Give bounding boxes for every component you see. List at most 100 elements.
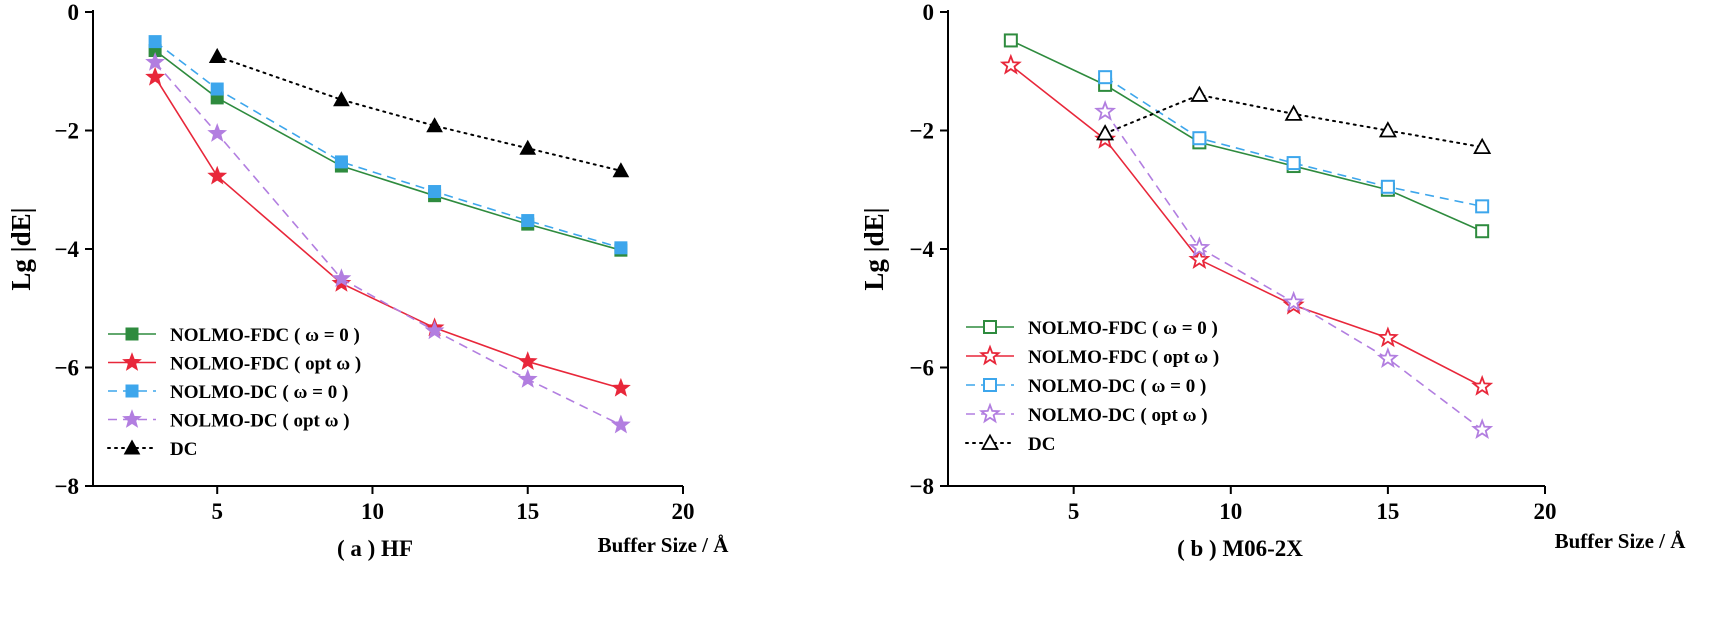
data-point xyxy=(521,214,535,228)
data-point xyxy=(610,414,631,434)
data-point xyxy=(999,53,1022,75)
legend-entry: DC xyxy=(965,433,1055,455)
data-point xyxy=(428,185,442,199)
legend-marker-swatch xyxy=(979,402,1001,424)
legend-label: NOLMO-FDC ( opt ω ) xyxy=(170,354,361,375)
legend-entry: NOLMO-DC ( opt ω ) xyxy=(966,402,1208,426)
series-line xyxy=(154,40,622,249)
series-line xyxy=(1104,76,1483,208)
data-point xyxy=(1475,199,1490,214)
legend-entry: DC xyxy=(107,439,197,460)
y-tick-label: −4 xyxy=(909,237,934,262)
data-point xyxy=(1096,124,1115,141)
data-point xyxy=(334,155,348,169)
legend-marker-swatch xyxy=(983,320,997,334)
legend-entry: NOLMO-DC ( ω = 0 ) xyxy=(108,382,348,403)
x-tick-label: 20 xyxy=(672,499,695,524)
legend-label: NOLMO-DC ( opt ω ) xyxy=(1028,405,1208,426)
y-tick-label: −2 xyxy=(54,119,79,144)
legend-marker-swatch xyxy=(125,384,139,398)
data-point xyxy=(1286,156,1301,171)
y-tick-label: −6 xyxy=(909,356,934,381)
legend-label: NOLMO-DC ( ω = 0 ) xyxy=(1028,376,1206,397)
legend-label: NOLMO-FDC ( ω = 0 ) xyxy=(1028,318,1218,339)
y-tick-label: −2 xyxy=(909,119,934,144)
legend-label: NOLMO-FDC ( ω = 0 ) xyxy=(170,325,360,346)
legend-label: NOLMO-DC ( opt ω ) xyxy=(170,411,350,432)
data-point xyxy=(519,139,537,155)
legend-label: DC xyxy=(170,439,197,460)
series-line xyxy=(1010,64,1483,388)
data-point xyxy=(1284,104,1303,121)
legend: NOLMO-FDC ( ω = 0 ) NOLMO-FDC ( opt ω ) NO… xyxy=(965,318,1219,455)
data-point xyxy=(517,351,538,371)
series-5 xyxy=(1096,85,1492,154)
series-line xyxy=(1010,39,1483,232)
legend-marker-swatch xyxy=(980,433,1000,450)
series-5 xyxy=(208,47,630,178)
x-tick-label: 10 xyxy=(361,499,384,524)
legend-entry: NOLMO-FDC ( ω = 0 ) xyxy=(108,325,360,346)
legend-entry: NOLMO-DC ( opt ω ) xyxy=(108,409,350,432)
y-tick-label: −4 xyxy=(54,237,79,262)
series-line xyxy=(154,49,622,251)
series-line xyxy=(216,55,622,172)
legend-marker-swatch xyxy=(122,409,142,428)
data-point xyxy=(145,51,166,71)
legend-marker-swatch xyxy=(983,378,997,392)
series-line xyxy=(1104,93,1484,149)
data-point xyxy=(517,368,538,388)
data-point xyxy=(145,66,166,86)
legend-entry: NOLMO-DC ( ω = 0 ) xyxy=(966,376,1206,397)
series-4 xyxy=(145,51,631,434)
data-point xyxy=(148,35,162,49)
data-point xyxy=(1376,347,1399,368)
data-point xyxy=(207,123,228,142)
data-point xyxy=(1282,290,1305,312)
legend-entry: NOLMO-FDC ( ω = 0 ) xyxy=(966,318,1218,339)
x-tick-label: 5 xyxy=(211,499,223,524)
data-point xyxy=(331,268,352,288)
y-axis-title: Lg |dE| xyxy=(6,207,36,290)
x-tick-label: 20 xyxy=(1534,499,1557,524)
data-point xyxy=(1475,224,1490,239)
data-point xyxy=(210,82,224,96)
series-line xyxy=(154,76,622,390)
series-2 xyxy=(999,53,1494,396)
panel-caption: ( a ) HF xyxy=(337,536,413,561)
y-tick-label: −8 xyxy=(909,474,934,499)
x-tick-label: 10 xyxy=(1219,499,1242,524)
series-1 xyxy=(148,44,628,257)
y-tick-label: −6 xyxy=(54,356,79,381)
data-point xyxy=(1473,137,1492,154)
data-point xyxy=(1098,70,1113,85)
data-point xyxy=(1094,99,1117,121)
series-3 xyxy=(1098,70,1490,214)
series-line xyxy=(154,61,622,426)
chart-panel-2: 0 −2 −4 −6 −8 5 10 15 20 Lg |dE| Buffer Size / Å ( … xyxy=(859,0,1686,561)
y-tick-label: 0 xyxy=(68,0,80,25)
x-axis-title: Buffer Size / Å xyxy=(598,533,730,557)
x-axis-title: Buffer Size / Å xyxy=(1555,529,1687,553)
legend-entry: NOLMO-FDC ( opt ω ) xyxy=(108,352,361,375)
legend-marker-swatch xyxy=(979,344,1001,366)
data-point xyxy=(612,162,630,178)
data-point xyxy=(610,377,631,397)
legend: NOLMO-FDC ( ω = 0 ) NOLMO-FDC ( opt ω ) NO… xyxy=(107,325,361,460)
chart-panel-1: 0 −2 −4 −6 −8 5 10 15 20 Lg |dE| Buffer Size / Å ( … xyxy=(6,0,729,561)
data-point xyxy=(614,241,628,255)
data-point xyxy=(1471,374,1494,396)
series-3 xyxy=(148,35,628,255)
data-point xyxy=(1471,418,1494,440)
y-tick-label: 0 xyxy=(923,0,935,25)
x-tick-label: 15 xyxy=(516,499,539,524)
data-point xyxy=(1192,131,1207,146)
panel-caption: ( b ) M06-2X xyxy=(1177,536,1303,561)
data-point xyxy=(333,91,350,107)
legend-entry: NOLMO-FDC ( opt ω ) xyxy=(966,344,1219,368)
legend-marker-swatch xyxy=(122,352,142,371)
data-point xyxy=(1190,85,1209,102)
legend-label: DC xyxy=(1028,434,1055,455)
